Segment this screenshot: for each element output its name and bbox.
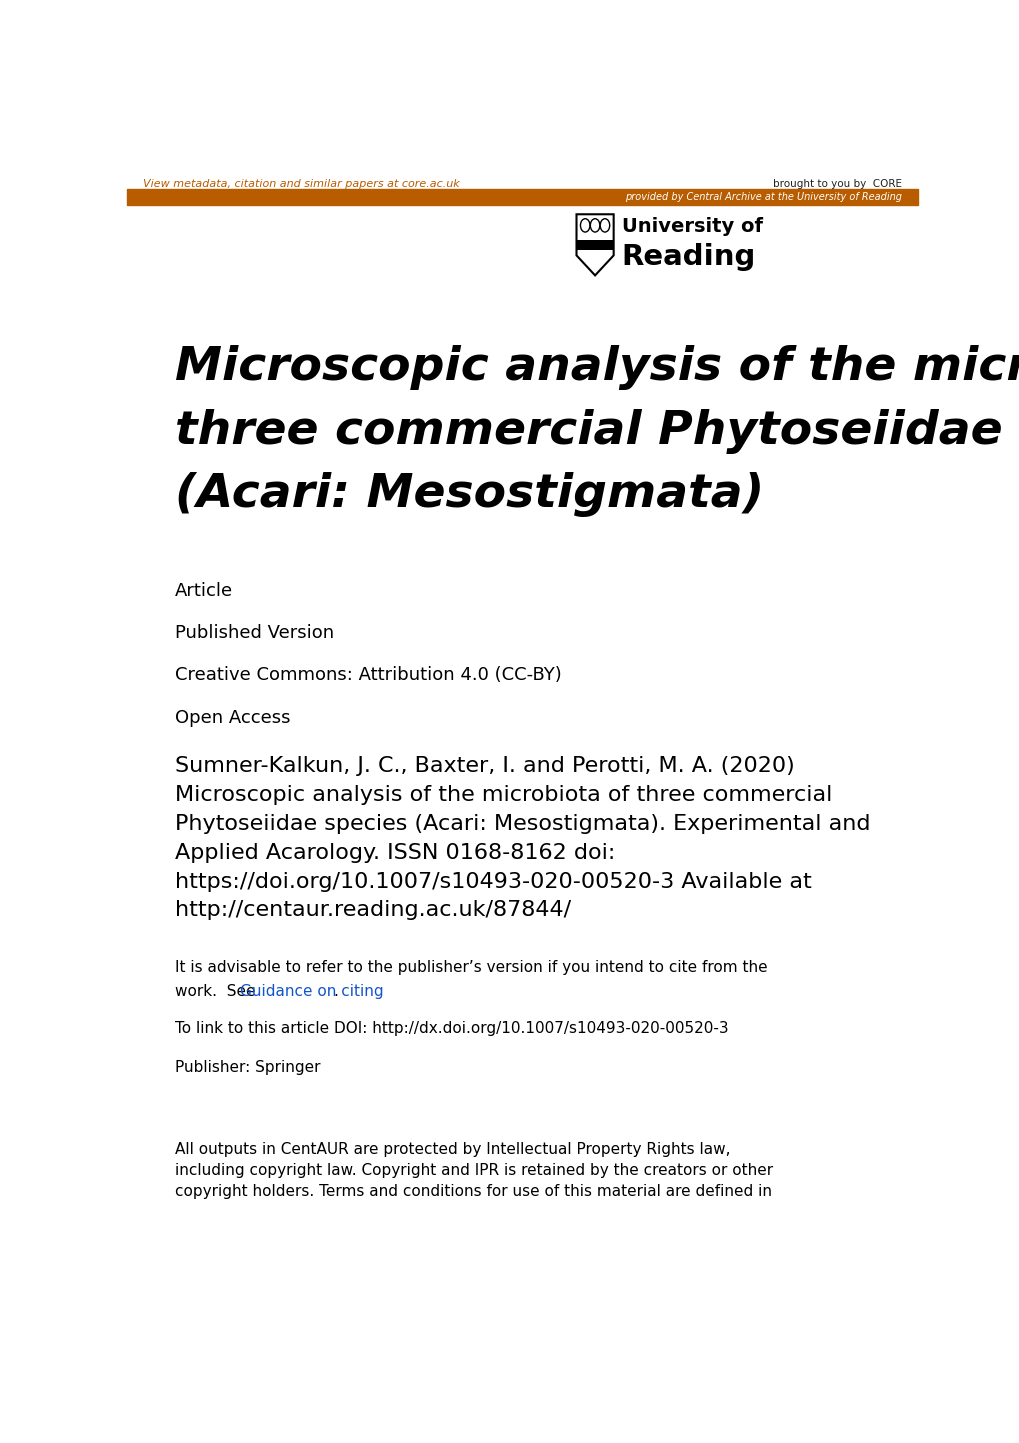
Text: (Acari: Mesostigmata): (Acari: Mesostigmata) [175,472,763,517]
Circle shape [590,219,599,232]
Text: Published Version: Published Version [175,625,334,642]
Polygon shape [576,214,613,276]
Text: University of: University of [621,218,762,237]
Text: View metadata, citation and similar papers at core.ac.uk: View metadata, citation and similar pape… [143,179,460,189]
Text: Publisher: Springer: Publisher: Springer [175,1059,320,1075]
Text: Reading: Reading [621,242,755,271]
Text: To link to this article DOI: http://dx.doi.org/10.1007/s10493-020-00520-3: To link to this article DOI: http://dx.d… [175,1022,728,1036]
Text: .: . [333,984,337,999]
Text: Guidance on citing: Guidance on citing [239,984,383,999]
Text: Creative Commons: Attribution 4.0 (CC-BY): Creative Commons: Attribution 4.0 (CC-BY… [175,667,561,684]
Text: +: + [590,260,598,270]
Text: Sumner-Kalkun, J. C., Baxter, I. and Perotti, M. A. (2020)
Microscopic analysis : Sumner-Kalkun, J. C., Baxter, I. and Per… [175,756,869,921]
Text: work.  See: work. See [175,984,260,999]
Circle shape [580,219,589,232]
Text: Open Access: Open Access [175,709,290,727]
Text: Microscopic analysis of the microbiota of: Microscopic analysis of the microbiota o… [175,345,1019,391]
Text: All outputs in CentAUR are protected by Intellectual Property Rights law,
includ: All outputs in CentAUR are protected by … [175,1141,772,1199]
Text: brought to you by  CORE: brought to you by CORE [772,179,902,189]
Bar [127,189,917,205]
Text: Article: Article [175,582,232,600]
Text: provided by Central Archive at the University of Reading: provided by Central Archive at the Unive… [625,192,902,202]
Text: three commercial Phytoseiidae species: three commercial Phytoseiidae species [175,408,1019,453]
Polygon shape [576,240,613,250]
Text: It is advisable to refer to the publisher’s version if you intend to cite from t: It is advisable to refer to the publishe… [175,960,767,975]
Circle shape [599,219,609,232]
